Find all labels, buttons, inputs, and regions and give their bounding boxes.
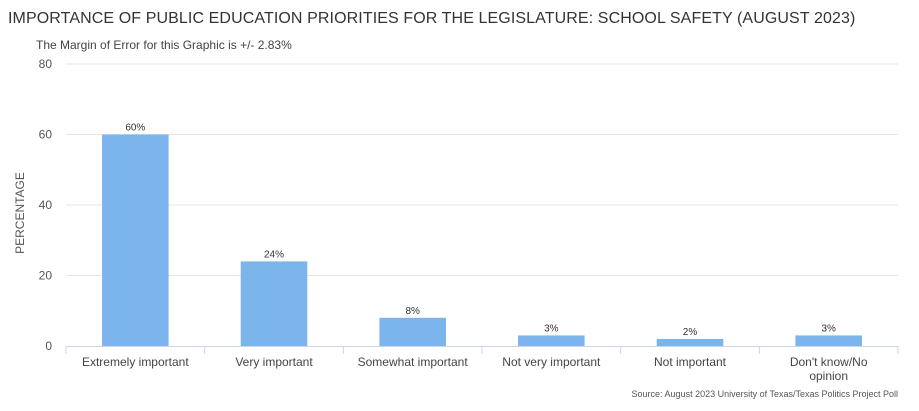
category-label: opinion bbox=[809, 369, 848, 383]
chart-title: IMPORTANCE OF PUBLIC EDUCATION PRIORITIE… bbox=[8, 10, 856, 27]
y-tick-label: 40 bbox=[39, 198, 53, 212]
y-tick-label: 0 bbox=[45, 339, 52, 353]
bar bbox=[795, 335, 862, 346]
category-label: Extremely important bbox=[82, 355, 189, 369]
category-label: Not important bbox=[654, 355, 727, 369]
bar bbox=[102, 134, 169, 346]
y-tick-label: 60 bbox=[39, 128, 53, 142]
category-label: Somewhat important bbox=[358, 355, 469, 369]
source-note: Source: August 2023 University of Texas/… bbox=[631, 389, 898, 399]
bar bbox=[656, 338, 724, 346]
bars bbox=[102, 134, 862, 346]
data-label: 24% bbox=[264, 249, 284, 260]
chart-subtitle: The Margin of Error for this Graphic is … bbox=[36, 38, 292, 52]
data-labels: 60% 24% 8% 3% 2% 3% bbox=[125, 123, 836, 338]
category-label: Don't know/No bbox=[790, 355, 868, 369]
y-axis-ticks: 0 20 40 60 80 bbox=[39, 57, 53, 353]
y-tick-label: 80 bbox=[39, 57, 53, 71]
y-axis-title: PERCENTAGE bbox=[13, 172, 27, 254]
bar bbox=[379, 317, 446, 346]
bar bbox=[518, 335, 585, 346]
grid-lines bbox=[66, 63, 898, 276]
data-label: 8% bbox=[405, 306, 420, 317]
x-axis bbox=[65, 346, 899, 354]
bar bbox=[240, 261, 308, 346]
category-labels: Extremely important Very important Somewha… bbox=[82, 355, 868, 383]
category-label: Not very important bbox=[502, 355, 601, 369]
data-label: 60% bbox=[125, 123, 145, 134]
data-label: 2% bbox=[683, 327, 698, 338]
data-label: 3% bbox=[821, 323, 836, 334]
y-tick-label: 20 bbox=[39, 269, 53, 283]
data-label: 3% bbox=[544, 323, 559, 334]
category-label: Very important bbox=[235, 355, 313, 369]
